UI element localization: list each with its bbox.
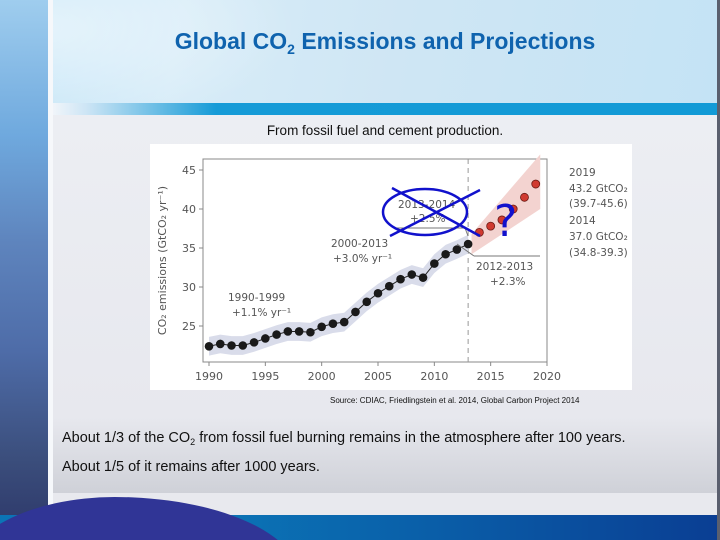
left-decorative-band [0,0,48,540]
historical-point [407,270,417,279]
historical-point [328,319,338,328]
projection-point [486,221,496,231]
side-projection-text: 2014 [569,215,596,227]
side-projection-text: 37.0 GtCO₂ [569,231,628,243]
historical-point [261,334,270,343]
projection-point [531,179,541,189]
historical-point [452,245,462,254]
historical-point [362,297,372,307]
historical-point [396,274,405,284]
annotation-1990-1999: 1990-1999 [228,292,285,304]
historical-point [441,249,450,259]
historical-point [306,327,315,337]
historical-point [249,338,259,347]
y-tick-label: 30 [182,281,196,294]
question-mark-icon: ? [494,196,517,247]
historical-point [339,317,349,327]
x-tick-label: 1990 [195,370,223,383]
x-tick-label: 2000 [308,370,336,383]
x-tick-label: 2015 [477,370,505,383]
emissions-chart: 25 30 35 40 45 1990 1995 2000 2005 2010 2015 2020 CO… [150,144,632,390]
chart-axes: 25 30 35 40 45 1990 1995 2000 2005 2010 2015 2020 CO… [156,158,561,383]
historical-point [351,307,360,317]
x-tick-label: 2020 [533,370,561,383]
historical-point [227,341,236,350]
cross-line-icon [389,188,481,238]
historical-point [272,330,281,339]
annotation-2012-2013-rate: +2.3% [490,276,525,288]
crossed-out-ellipse [381,187,469,237]
side-projection-text: 43.2 GtCO₂ [569,183,628,195]
annotation-2000-2013: 2000-2013 [331,238,388,250]
projection-point [497,215,507,225]
historical-point [215,339,225,349]
y-tick-label: 25 [182,320,196,333]
historical-point [238,341,248,350]
projection-point [508,204,518,214]
side-projection-text: (39.7-45.6) [569,198,628,210]
x-tick-label: 2010 [420,370,448,383]
right-edge [717,0,720,540]
chart-annotations: 1990-1999 +1.1% yr⁻¹ 2000-2013 +3.0% yr⁻¹ 20… [228,167,628,319]
y-tick-label: 45 [182,164,196,177]
left-divider [48,0,53,540]
projection-point [520,192,529,202]
x-tick-label: 1995 [251,370,279,383]
historical-point [463,239,473,249]
body-line-2: About 1/5 of it remains after 1000 years… [62,459,320,475]
slide-title: Global CO2 Emissions and Projections [174,28,596,57]
annotation-1990-1999-rate: +1.1% yr⁻¹ [232,307,291,319]
source-citation: Source: CDIAC, Friedlingstein et al. 201… [330,396,580,405]
body-line-1: About 1/3 of the CO2 from fossil fuel bu… [62,430,626,447]
historical-point [294,327,304,336]
historical-point [384,281,394,291]
y-axis-label: CO₂ emissions (GtCO₂ yr⁻¹) [156,186,169,335]
x-tick-label: 2005 [364,370,392,383]
side-projection-text: (34.8-39.3) [569,247,628,259]
chart-subtitle: From fossil fuel and cement production. [266,123,504,138]
header-stripe [0,103,720,115]
y-tick-label: 35 [182,242,196,255]
annotation-2013-2014: 2013-2014 [398,199,456,211]
side-projection-text: 2019 [569,167,596,179]
body-text: About 1/3 of the CO2 from fossil fuel bu… [62,426,626,480]
historical-point [317,322,326,332]
historical-point [418,273,428,282]
annotation-2012-2013: 2012-2013 [476,261,533,273]
chart-canvas: 25 30 35 40 45 1990 1995 2000 2005 2010 2015 2020 CO… [156,154,628,383]
historical-point [430,259,439,268]
historical-point [373,288,383,298]
annotation-2000-2013-rate: +3.0% yr⁻¹ [333,253,392,265]
y-tick-label: 40 [182,203,196,216]
historical-point [204,341,214,351]
historical-point [283,327,293,336]
